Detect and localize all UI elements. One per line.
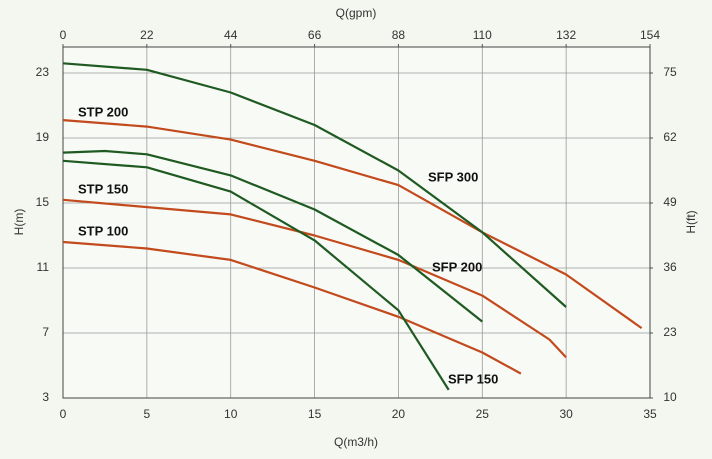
y-tick-label: 23 bbox=[36, 65, 50, 79]
y2-tick-label: 36 bbox=[663, 260, 677, 274]
x-tick-label: 25 bbox=[476, 407, 490, 421]
y2-tick-label: 10 bbox=[663, 390, 677, 404]
x-tick-label: 35 bbox=[643, 407, 657, 421]
y2-tick-label: 62 bbox=[663, 130, 677, 144]
plot-area bbox=[63, 47, 650, 398]
curve bbox=[62, 159, 450, 391]
x2-tick-label: 22 bbox=[140, 28, 154, 42]
x-tick-label: 5 bbox=[144, 407, 151, 421]
curve bbox=[62, 119, 643, 329]
curve bbox=[62, 198, 567, 359]
y2-axis-title: H(ft) bbox=[684, 210, 698, 233]
x-axis-title: Q(m3/h) bbox=[334, 435, 378, 449]
plot-frame bbox=[62, 46, 651, 399]
x2-tick-label: 132 bbox=[556, 28, 576, 42]
x-tick-label: 0 bbox=[60, 407, 67, 421]
x2-tick-label: 110 bbox=[473, 28, 492, 42]
x-tick-label: 20 bbox=[392, 407, 406, 421]
series-label: STP 100 bbox=[78, 223, 128, 238]
y-tick-label: 15 bbox=[36, 195, 50, 209]
y-tick-label: 11 bbox=[37, 260, 50, 274]
series-label: SFP 200 bbox=[432, 259, 482, 274]
series-label: STP 150 bbox=[78, 181, 128, 196]
series-label: SFP 150 bbox=[448, 371, 498, 386]
y2-tick-label: 23 bbox=[663, 325, 677, 339]
series-label: STP 200 bbox=[78, 104, 128, 119]
y-tick-label: 3 bbox=[42, 390, 49, 404]
series-label: SFP 300 bbox=[428, 169, 478, 184]
y2-tick-label: 49 bbox=[663, 195, 677, 209]
x2-tick-label: 44 bbox=[224, 28, 238, 42]
x-tick-label: 15 bbox=[308, 407, 322, 421]
y-tick-label: 7 bbox=[42, 325, 49, 339]
curve bbox=[62, 240, 522, 375]
x2-tick-label: 66 bbox=[308, 28, 322, 42]
x2-tick-label: 0 bbox=[60, 28, 67, 42]
x-tick-label: 30 bbox=[559, 407, 573, 421]
x-tick-label: 10 bbox=[224, 407, 238, 421]
x2-tick-label: 88 bbox=[392, 28, 406, 42]
y-axis-title: H(m) bbox=[12, 209, 26, 236]
curve bbox=[62, 149, 483, 323]
y-tick-label: 19 bbox=[36, 130, 50, 144]
curve bbox=[62, 62, 567, 308]
y2-tick-label: 75 bbox=[663, 65, 677, 79]
x2-axis-title: Q(gpm) bbox=[336, 6, 377, 20]
x2-tick-label: 154 bbox=[640, 28, 660, 42]
